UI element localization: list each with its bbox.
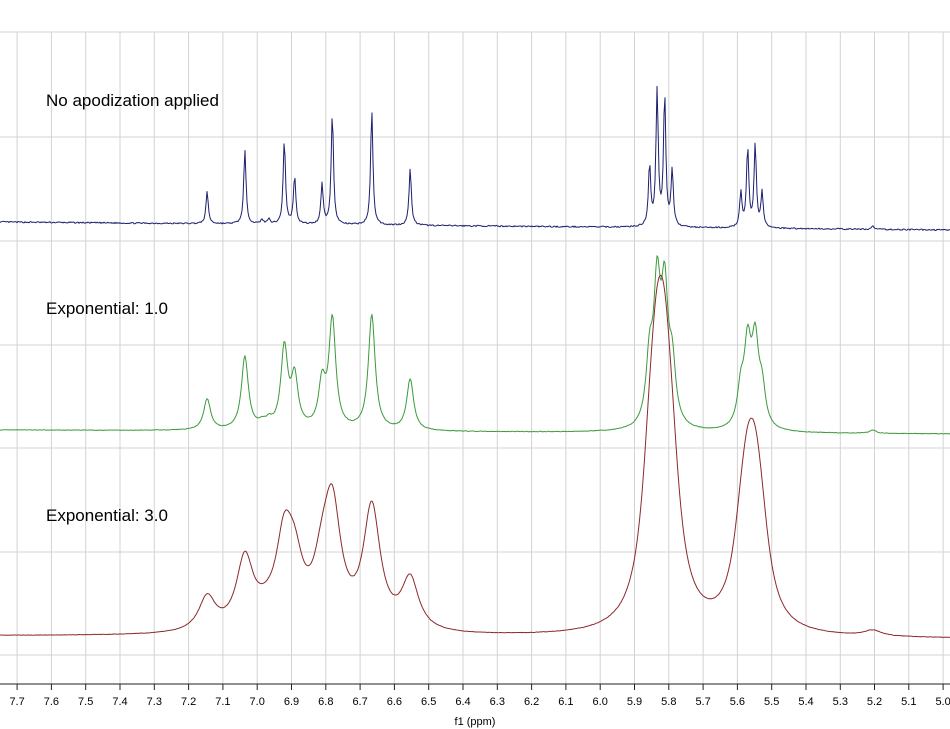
tick-label-7.1: 7.1 bbox=[215, 696, 230, 708]
tick-label-7.4: 7.4 bbox=[112, 696, 127, 708]
panel-label-1: No apodization applied bbox=[46, 91, 219, 110]
tick-label-5.4: 5.4 bbox=[798, 696, 813, 708]
tick-label-5.1: 5.1 bbox=[901, 696, 916, 708]
tick-label-6.1: 6.1 bbox=[558, 696, 573, 708]
tick-label-7.0: 7.0 bbox=[250, 696, 265, 708]
tick-label-5.7: 5.7 bbox=[695, 696, 710, 708]
tick-label-7.2: 7.2 bbox=[181, 696, 196, 708]
tick-label-6.2: 6.2 bbox=[524, 696, 539, 708]
tick-label-5.2: 5.2 bbox=[867, 696, 882, 708]
x-axis-label: f1 (ppm) bbox=[455, 716, 496, 728]
x-axis-ticks: 7.7 7.6 7.5 7.4 7.3 7.2 7.1 7.0 6.9 6.8 6.7 6.6 6.5 6… bbox=[9, 684, 950, 708]
vertical-gridlines bbox=[16, 32, 944, 684]
tick-label-5.8: 5.8 bbox=[661, 696, 676, 708]
tick-label-7.5: 7.5 bbox=[78, 696, 93, 708]
tick-label-6.3: 6.3 bbox=[490, 696, 505, 708]
panel-label-3: Exponential: 3.0 bbox=[46, 506, 168, 525]
tick-label-6.4: 6.4 bbox=[455, 696, 470, 708]
spectrum-line-2 bbox=[0, 255, 950, 435]
tick-label-6.5: 6.5 bbox=[421, 696, 436, 708]
tick-label-6.7: 6.7 bbox=[352, 696, 367, 708]
tick-label-7.3: 7.3 bbox=[147, 696, 162, 708]
tick-label-6.6: 6.6 bbox=[387, 696, 402, 708]
tick-label-5.3: 5.3 bbox=[833, 696, 848, 708]
tick-label-6.8: 6.8 bbox=[318, 696, 333, 708]
tick-label-6.0: 6.0 bbox=[593, 696, 608, 708]
tick-label-7.7: 7.7 bbox=[9, 696, 24, 708]
horizontal-gridlines bbox=[0, 31, 950, 656]
tick-label-7.6: 7.6 bbox=[44, 696, 59, 708]
panel-label-2: Exponential: 1.0 bbox=[46, 299, 168, 318]
panel-labels: No apodization applied Exponential: 1.0 Ex… bbox=[46, 91, 219, 525]
tick-label-6.9: 6.9 bbox=[284, 696, 299, 708]
tick-label-5.9: 5.9 bbox=[627, 696, 642, 708]
spectra bbox=[0, 85, 950, 639]
spectrum-line-3 bbox=[0, 274, 950, 639]
spectrum-line-1 bbox=[0, 85, 950, 232]
tick-label-5.0: 5.0 bbox=[935, 696, 950, 708]
x-axis: 7.7 7.6 7.5 7.4 7.3 7.2 7.1 7.0 6.9 6.8 6.7 6.6 6.5 6… bbox=[0, 683, 950, 728]
tick-label-5.5: 5.5 bbox=[764, 696, 779, 708]
tick-label-5.6: 5.6 bbox=[730, 696, 745, 708]
